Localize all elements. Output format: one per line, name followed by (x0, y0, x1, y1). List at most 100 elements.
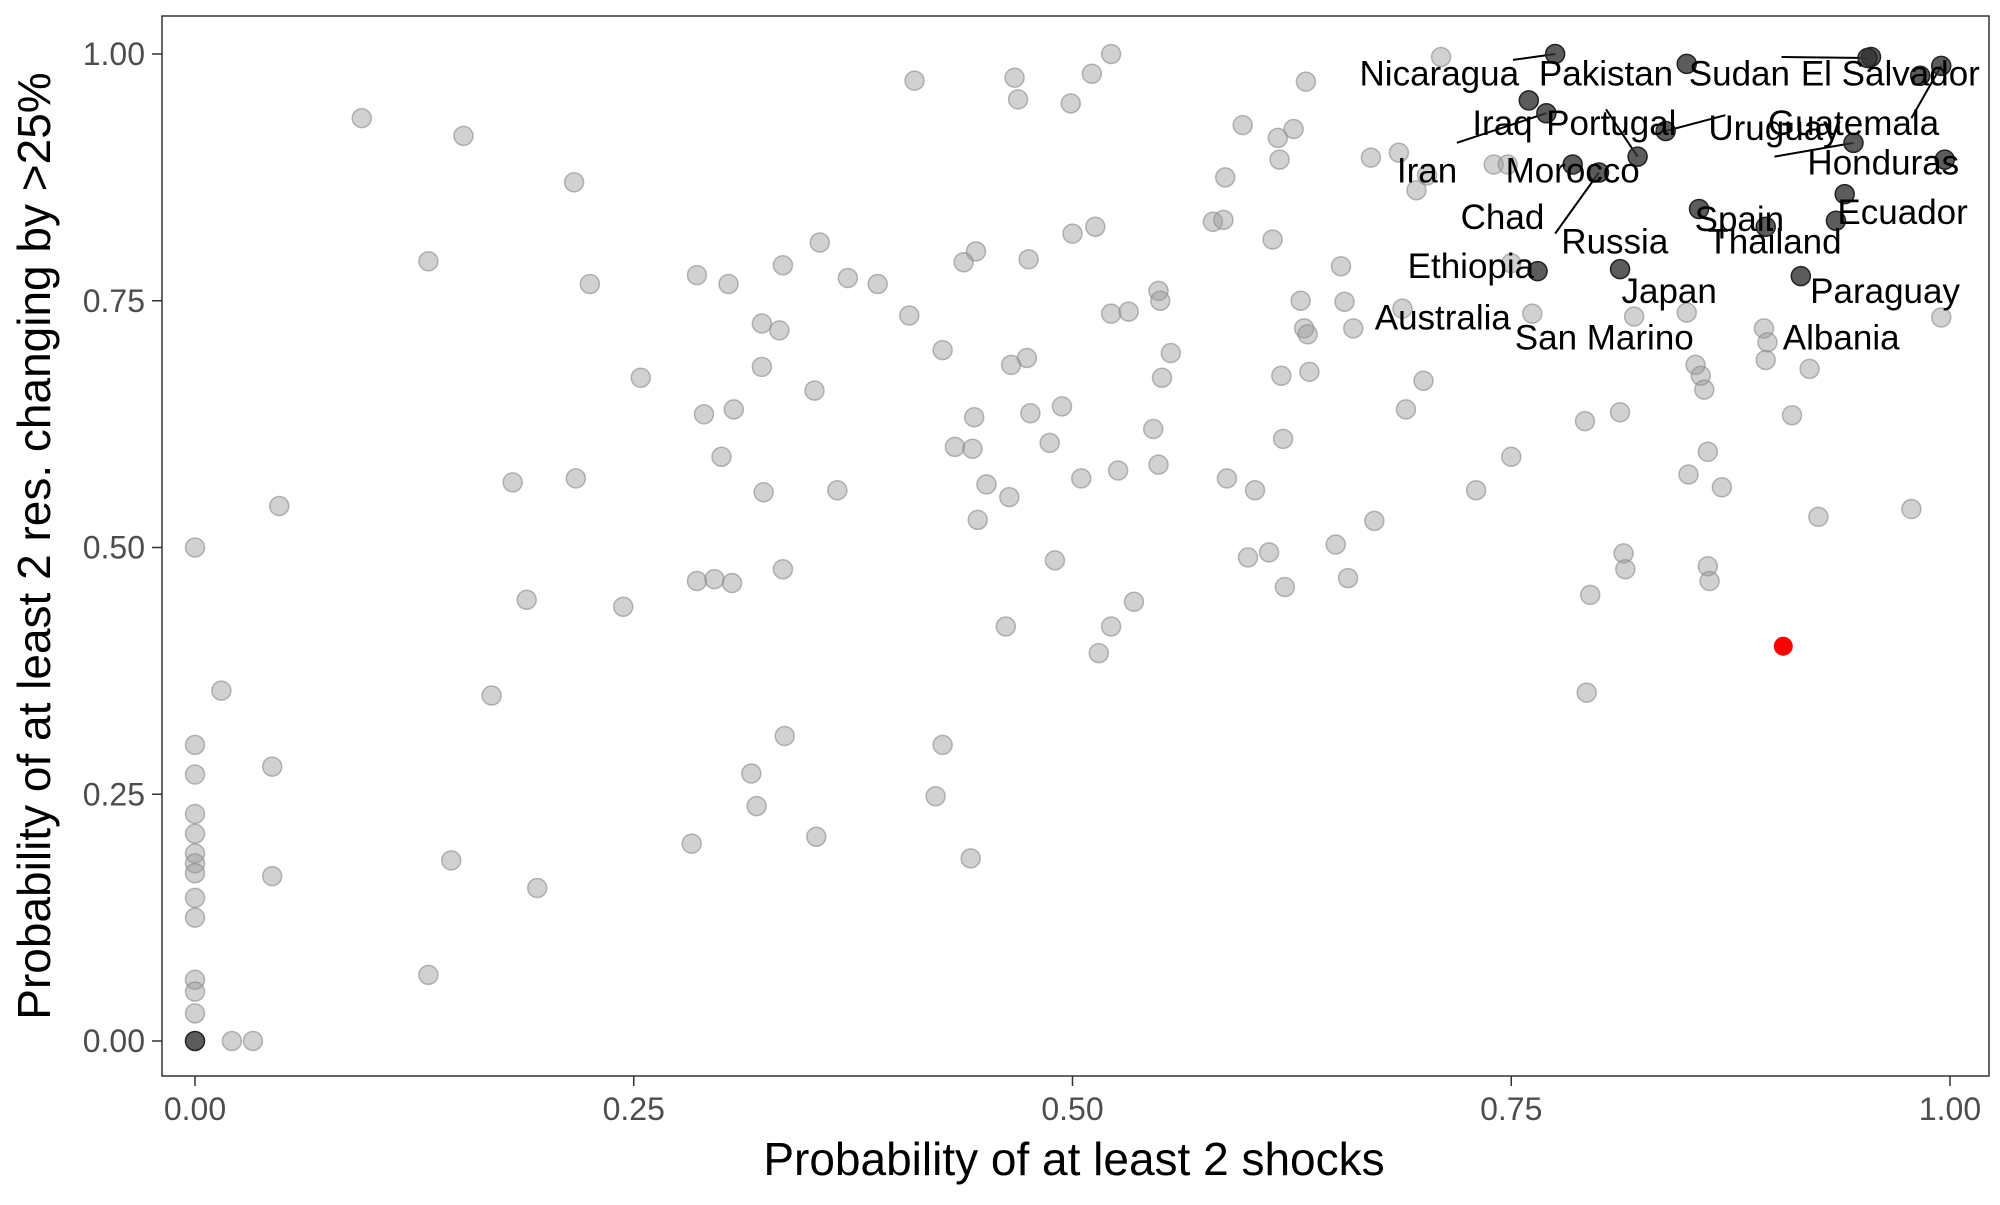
data-point (976, 474, 997, 495)
data-point (502, 472, 523, 493)
data-point (184, 969, 206, 991)
data-point (1757, 331, 1778, 353)
data-point (351, 107, 372, 129)
data-point (1258, 542, 1280, 563)
label-leader-line (1456, 112, 1547, 144)
data-point (221, 1030, 243, 1052)
data-point (686, 264, 708, 286)
data-point (1007, 89, 1029, 110)
data-point (1579, 584, 1601, 606)
data-point (1364, 510, 1385, 532)
data-point (1483, 154, 1504, 175)
data-point (932, 734, 953, 756)
data-point (1697, 556, 1719, 577)
data-point (827, 480, 848, 501)
data-point (944, 436, 966, 458)
data-point (774, 725, 795, 747)
data-point (1501, 252, 1522, 274)
highlighted-point (1825, 210, 1847, 232)
data-point (1016, 347, 1038, 369)
point-label: Sudan (1689, 55, 1790, 94)
data-point (1522, 303, 1543, 324)
data-point (1214, 167, 1236, 188)
data-point (1062, 223, 1083, 244)
data-point (1711, 477, 1733, 498)
label-leader-line (1554, 171, 1600, 235)
data-point (184, 887, 206, 909)
data-point (1262, 229, 1283, 250)
point-labels: Nicaragua Pakistan Sudan El Salvador Iraq Por… (1360, 55, 1981, 358)
point-label: Guatemala (1768, 104, 1940, 143)
data-point (1295, 71, 1317, 92)
data-point (612, 596, 634, 617)
data-point (965, 241, 987, 262)
data-point (261, 865, 283, 887)
point-label: Australia (1375, 299, 1512, 338)
point-label: Chad (1461, 198, 1545, 237)
data-point (1699, 570, 1720, 592)
data-point (1071, 468, 1092, 489)
highlighted-point (1834, 183, 1855, 205)
x-tick-label: 0.50 (1041, 1091, 1103, 1127)
data-point (867, 273, 888, 295)
data-point (1325, 534, 1346, 555)
highlighted-point (1588, 162, 1610, 183)
data-point (1020, 403, 1041, 424)
data-point (563, 172, 585, 193)
data-point (1283, 118, 1304, 140)
data-point (1299, 361, 1320, 383)
data-point (772, 254, 794, 276)
data-point (1269, 149, 1290, 170)
data-point (1334, 291, 1355, 312)
point-label: Albania (1783, 318, 1900, 357)
y-axis-ticks: 0.00 0.25 0.50 0.75 1.00 (83, 36, 162, 1059)
data-point (1150, 290, 1171, 311)
data-point (1232, 114, 1253, 136)
point-label: Morocco (1506, 151, 1640, 190)
data-point (751, 313, 773, 334)
data-point (1271, 365, 1292, 387)
data-point (1685, 354, 1706, 376)
data-point (242, 1030, 264, 1052)
plot-panel (161, 15, 1990, 1077)
point-label: Nicaragua (1360, 55, 1520, 94)
y-tick-label: 0.00 (83, 1023, 145, 1059)
data-point (565, 468, 587, 489)
point-label: Thailand (1707, 223, 1841, 262)
data-point (1267, 127, 1289, 149)
data-point (184, 981, 206, 1002)
point-label: Japan (1622, 272, 1717, 311)
data-point (1290, 290, 1311, 311)
x-tick-label: 1.00 (1919, 1091, 1981, 1127)
point-label: Iran (1397, 151, 1457, 190)
data-point (1697, 441, 1719, 463)
y-axis-title: Probability of at least 2 res. changing … (8, 72, 60, 1019)
data-point (184, 764, 206, 785)
data-point (932, 339, 953, 361)
y-tick-label: 0.50 (83, 530, 145, 566)
data-point (1694, 379, 1715, 400)
data-point (904, 70, 925, 91)
focus-point-layer (1773, 636, 1793, 656)
data-point (630, 367, 652, 388)
data-point (1430, 46, 1452, 68)
data-point (1085, 216, 1106, 237)
data-point (1901, 498, 1922, 520)
highlighted-point (1930, 55, 1952, 77)
data-point (1100, 616, 1122, 637)
data-point (184, 1003, 206, 1024)
data-point (1623, 306, 1645, 327)
data-point (1413, 370, 1434, 391)
data-point (751, 356, 773, 378)
data-point (686, 570, 708, 592)
data-point (418, 251, 439, 272)
data-point (1274, 576, 1296, 598)
data-point (268, 495, 290, 517)
data-point (704, 568, 725, 590)
data-point (837, 267, 859, 289)
point-label: Iraq (1472, 104, 1532, 143)
point-label: Ecuador (1837, 193, 1968, 232)
data-point (1213, 209, 1234, 231)
data-point (1051, 396, 1073, 417)
